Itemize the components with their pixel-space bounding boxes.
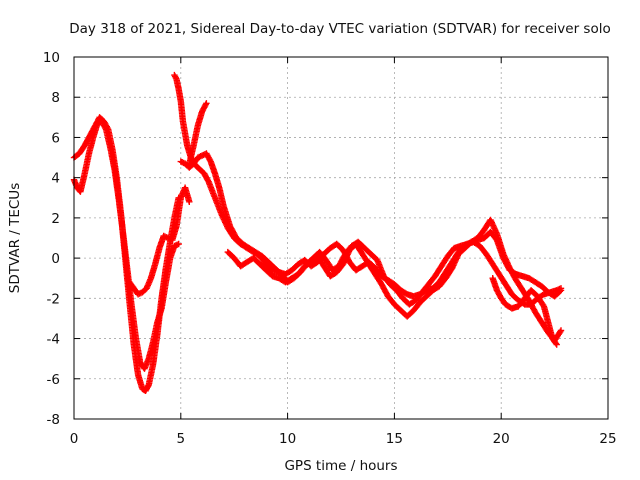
y-axis-label: SDTVAR / TECUs (7, 183, 23, 293)
series-track-b (70, 118, 182, 372)
data-point (552, 340, 560, 347)
data-series (70, 71, 565, 394)
x-tick-label: 5 (177, 431, 186, 447)
x-tick-label: 20 (493, 431, 510, 447)
y-tick-label: 0 (51, 251, 60, 267)
data-point (186, 198, 193, 205)
data-point (204, 177, 212, 184)
y-tick-label: -4 (47, 332, 60, 348)
x-tick-label: 0 (70, 431, 79, 447)
x-tick-label: 10 (279, 431, 296, 447)
y-tick-label: -2 (47, 291, 60, 307)
y-tick-label: 6 (51, 130, 60, 146)
data-point (557, 285, 565, 292)
x-tick-label: 15 (386, 431, 403, 447)
axis-ticks: 0 5 10 15 20 25 -8 -6 -4 -2 0 2 4 6 8 10 (43, 50, 617, 447)
y-tick-label: 10 (43, 50, 60, 66)
y-tick-label: 8 (51, 90, 60, 106)
chart-title: Day 318 of 2021, Sidereal Day-to-day VTE… (69, 21, 610, 37)
y-tick-label: 4 (51, 171, 60, 187)
data-point (175, 240, 182, 248)
data-point (557, 328, 564, 335)
series-track-e (177, 150, 565, 308)
series-track-c (126, 184, 193, 298)
data-point (557, 327, 565, 334)
series-track-f (186, 100, 210, 167)
y-tick-label: 2 (51, 211, 60, 227)
x-tick-label: 25 (599, 431, 616, 447)
series-track-g (224, 216, 565, 344)
x-axis-label: GPS time / hours (284, 458, 397, 474)
plot-frame (73, 56, 609, 420)
data-point (553, 341, 560, 348)
y-tick-label: -6 (47, 372, 60, 388)
data-point (203, 100, 210, 107)
series-track-h (489, 275, 560, 348)
y-tick-label: -8 (47, 412, 60, 428)
